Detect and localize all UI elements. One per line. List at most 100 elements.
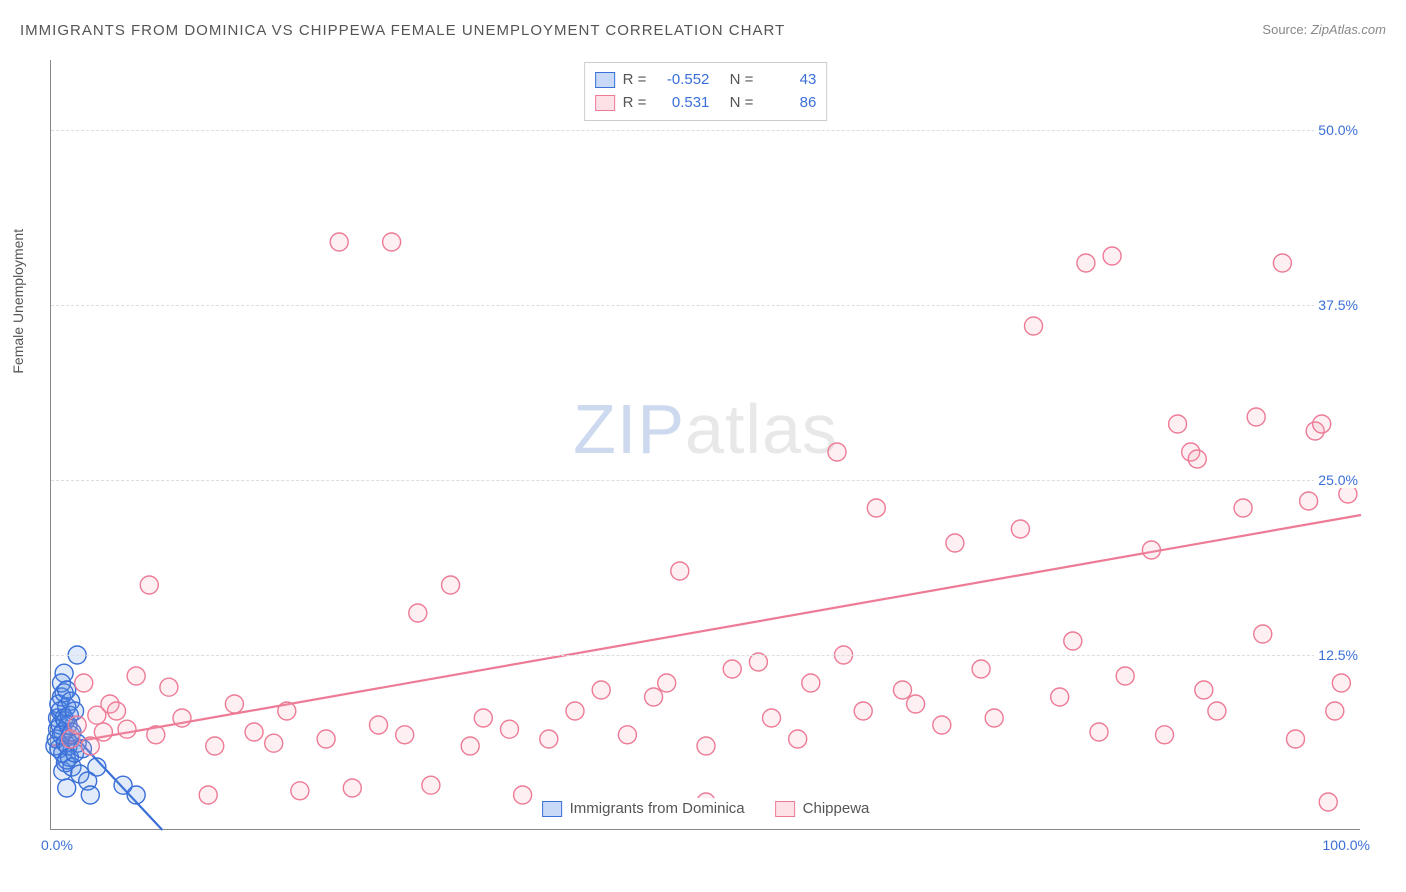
- swatch-chippewa: [595, 95, 615, 111]
- marker-chippewa: [1287, 730, 1305, 748]
- bottom-legend: Immigrants from Dominica Chippewa: [534, 798, 878, 819]
- marker-chippewa: [147, 726, 165, 744]
- marker-dominica: [58, 779, 76, 797]
- legend-swatch-dominica: [542, 801, 562, 817]
- marker-chippewa: [127, 667, 145, 685]
- n-value-chippewa: 86: [761, 92, 816, 115]
- marker-chippewa: [1064, 632, 1082, 650]
- marker-dominica: [127, 786, 145, 804]
- marker-chippewa: [972, 660, 990, 678]
- marker-chippewa: [1188, 450, 1206, 468]
- marker-chippewa: [206, 737, 224, 755]
- marker-chippewa: [245, 723, 263, 741]
- r-label: R =: [623, 69, 647, 92]
- marker-chippewa: [645, 688, 663, 706]
- marker-chippewa: [370, 716, 388, 734]
- marker-chippewa: [1300, 492, 1318, 510]
- marker-chippewa: [789, 730, 807, 748]
- marker-chippewa: [540, 730, 558, 748]
- y-axis-label: Female Unemployment: [10, 229, 26, 374]
- marker-chippewa: [1208, 702, 1226, 720]
- gridline-h: [51, 655, 1360, 656]
- marker-chippewa: [1247, 408, 1265, 426]
- marker-chippewa: [442, 576, 460, 594]
- marker-chippewa: [501, 720, 519, 738]
- x-tick-100: 100.0%: [1323, 837, 1370, 853]
- marker-dominica: [55, 664, 73, 682]
- marker-chippewa: [566, 702, 584, 720]
- gridline-h: [51, 480, 1360, 481]
- marker-chippewa: [1326, 702, 1344, 720]
- marker-chippewa: [802, 674, 820, 692]
- marker-chippewa: [514, 786, 532, 804]
- marker-chippewa: [265, 734, 283, 752]
- source-attribution: Source: ZipAtlas.com: [1262, 22, 1386, 37]
- marker-chippewa: [1103, 247, 1121, 265]
- marker-chippewa: [461, 737, 479, 755]
- marker-chippewa: [317, 730, 335, 748]
- marker-chippewa: [94, 723, 112, 741]
- marker-chippewa: [68, 716, 86, 734]
- marker-chippewa: [894, 681, 912, 699]
- r-value-chippewa: 0.531: [654, 92, 709, 115]
- marker-chippewa: [658, 674, 676, 692]
- marker-chippewa: [946, 534, 964, 552]
- marker-chippewa: [763, 709, 781, 727]
- marker-chippewa: [278, 702, 296, 720]
- n-value-dominica: 43: [761, 69, 816, 92]
- marker-chippewa: [697, 737, 715, 755]
- marker-dominica: [88, 758, 106, 776]
- marker-chippewa: [1142, 541, 1160, 559]
- swatch-dominica: [595, 72, 615, 88]
- marker-chippewa: [118, 720, 136, 738]
- y-tick-label: 37.5%: [1314, 297, 1362, 313]
- n-label: N =: [730, 92, 754, 115]
- trendline-chippewa: [51, 515, 1361, 746]
- marker-chippewa: [1051, 688, 1069, 706]
- marker-chippewa: [907, 695, 925, 713]
- plot-area: ZIPatlas R = -0.552 N = 43 R = 0.531 N =…: [50, 60, 1360, 830]
- y-tick-label: 25.0%: [1314, 472, 1362, 488]
- marker-chippewa: [1313, 415, 1331, 433]
- marker-chippewa: [1234, 499, 1252, 517]
- r-value-dominica: -0.552: [654, 69, 709, 92]
- marker-chippewa: [592, 681, 610, 699]
- marker-chippewa: [160, 678, 178, 696]
- marker-chippewa: [723, 660, 741, 678]
- marker-chippewa: [1319, 793, 1337, 811]
- marker-chippewa: [1169, 415, 1187, 433]
- marker-chippewa: [933, 716, 951, 734]
- marker-chippewa: [108, 702, 126, 720]
- marker-chippewa: [1195, 681, 1213, 699]
- legend-item-dominica: Immigrants from Dominica: [542, 800, 745, 817]
- marker-chippewa: [854, 702, 872, 720]
- n-label: N =: [730, 69, 754, 92]
- marker-chippewa: [199, 786, 217, 804]
- marker-chippewa: [383, 233, 401, 251]
- x-tick-0: 0.0%: [41, 837, 73, 853]
- source-value: ZipAtlas.com: [1311, 22, 1386, 37]
- marker-chippewa: [1332, 674, 1350, 692]
- stats-row-dominica: R = -0.552 N = 43: [595, 69, 817, 92]
- marker-chippewa: [330, 233, 348, 251]
- marker-chippewa: [422, 776, 440, 794]
- gridline-h: [51, 130, 1360, 131]
- marker-chippewa: [1090, 723, 1108, 741]
- marker-chippewa: [1116, 667, 1134, 685]
- marker-chippewa: [396, 726, 414, 744]
- y-tick-label: 12.5%: [1314, 647, 1362, 663]
- marker-chippewa: [1254, 625, 1272, 643]
- legend-label-dominica: Immigrants from Dominica: [570, 800, 745, 817]
- marker-chippewa: [1077, 254, 1095, 272]
- marker-chippewa: [81, 737, 99, 755]
- r-label: R =: [623, 92, 647, 115]
- marker-chippewa: [671, 562, 689, 580]
- chart-title: IMMIGRANTS FROM DOMINICA VS CHIPPEWA FEM…: [20, 22, 785, 39]
- marker-chippewa: [828, 443, 846, 461]
- chart-svg: [51, 60, 1360, 829]
- gridline-h: [51, 305, 1360, 306]
- marker-chippewa: [343, 779, 361, 797]
- marker-chippewa: [867, 499, 885, 517]
- marker-chippewa: [75, 674, 93, 692]
- legend-swatch-chippewa: [775, 801, 795, 817]
